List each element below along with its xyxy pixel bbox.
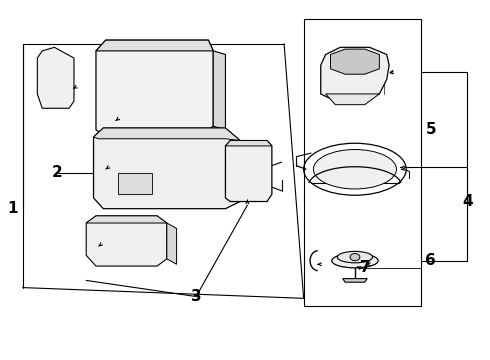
- Polygon shape: [86, 216, 167, 266]
- Polygon shape: [94, 128, 240, 209]
- Text: 5: 5: [425, 122, 436, 137]
- Polygon shape: [213, 51, 225, 130]
- Text: 4: 4: [462, 194, 473, 209]
- Polygon shape: [167, 223, 176, 264]
- Text: 6: 6: [425, 253, 436, 268]
- Ellipse shape: [332, 253, 378, 268]
- Polygon shape: [96, 40, 213, 134]
- Polygon shape: [321, 47, 389, 101]
- Polygon shape: [225, 140, 272, 146]
- Polygon shape: [331, 49, 379, 74]
- Polygon shape: [118, 173, 152, 194]
- Polygon shape: [225, 162, 250, 198]
- Text: 7: 7: [360, 260, 370, 275]
- Text: 3: 3: [191, 289, 201, 304]
- Polygon shape: [96, 40, 213, 51]
- Text: 1: 1: [8, 201, 18, 216]
- Ellipse shape: [337, 251, 372, 263]
- Polygon shape: [225, 140, 272, 202]
- Polygon shape: [37, 47, 74, 108]
- Polygon shape: [343, 279, 367, 282]
- Polygon shape: [94, 128, 240, 140]
- Ellipse shape: [314, 149, 396, 189]
- Text: 2: 2: [51, 165, 62, 180]
- Polygon shape: [326, 94, 379, 105]
- Polygon shape: [86, 216, 167, 223]
- Circle shape: [350, 253, 360, 261]
